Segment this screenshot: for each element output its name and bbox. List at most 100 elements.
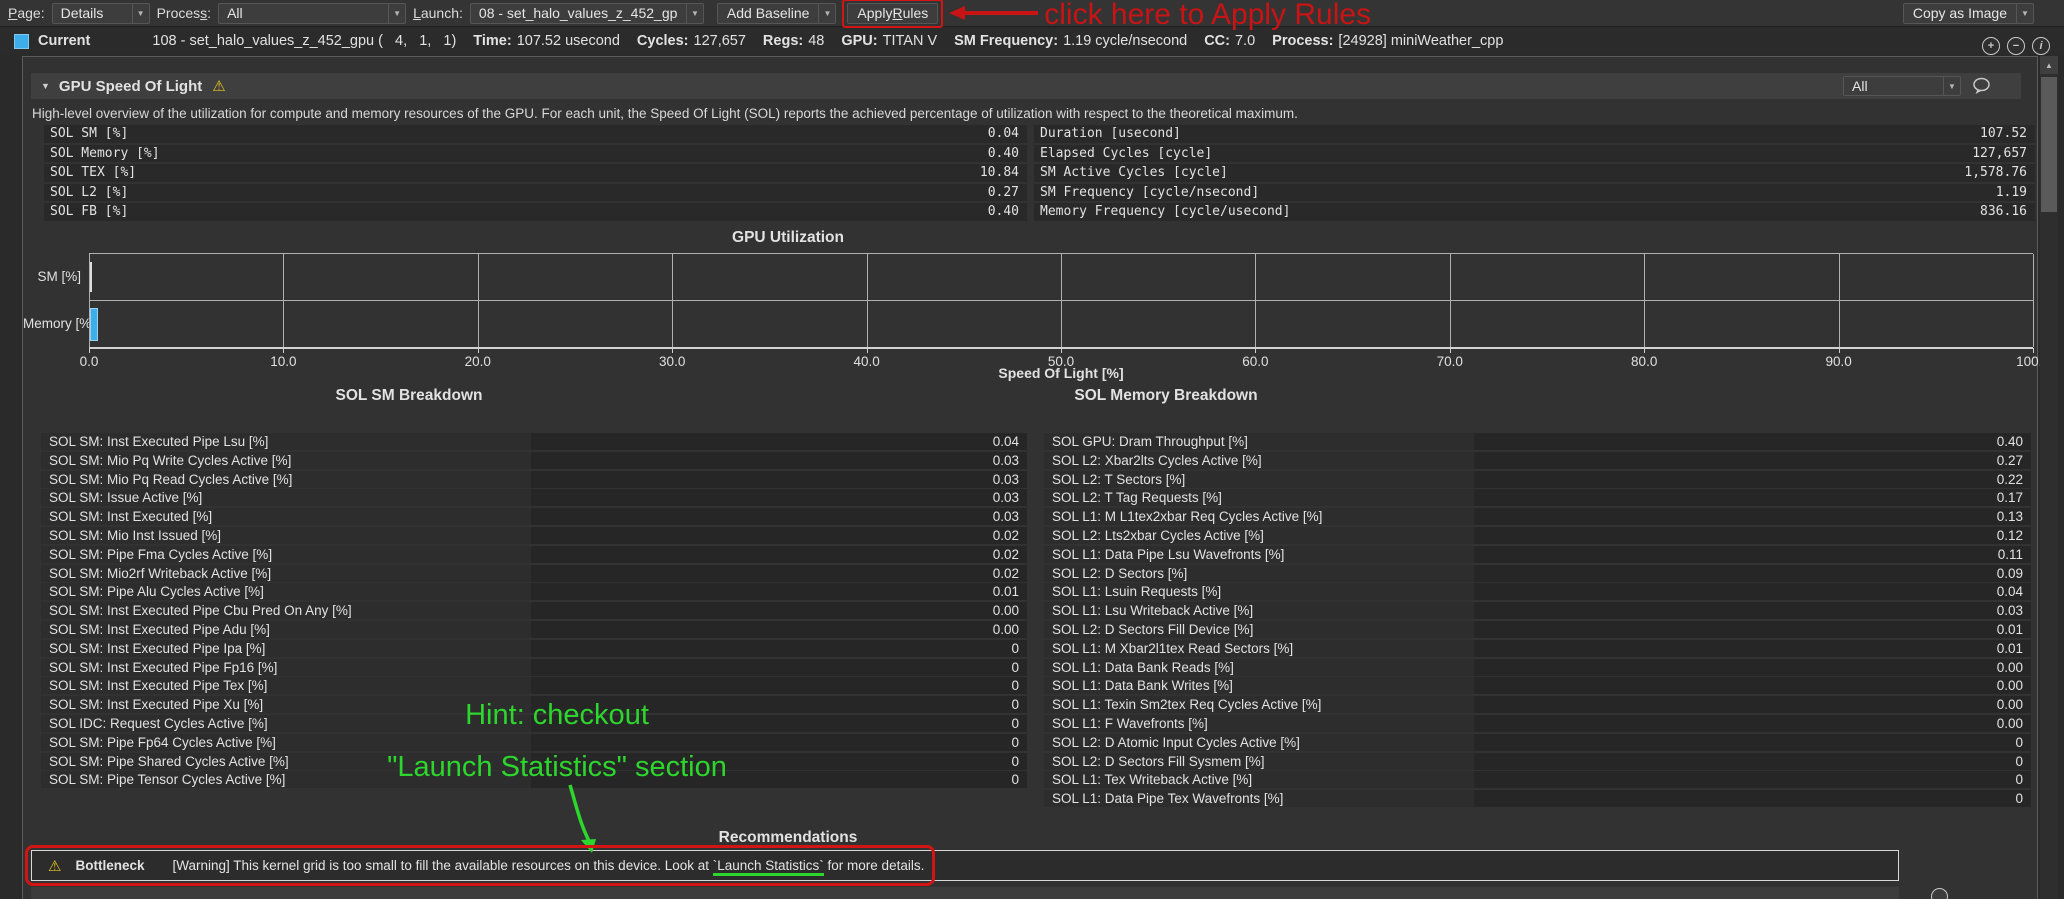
metric-label: Elapsed Cycles [cycle] — [1040, 145, 1213, 161]
metric-value: 0 — [1474, 733, 2031, 751]
zoom-out-icon[interactable]: − — [2007, 37, 2025, 55]
warning-icon: ⚠ — [212, 78, 226, 95]
metric-value: 0 — [531, 771, 1027, 789]
sol-metrics-table-left: SOL SM [%] 0.04 SOL Memory [%] 0.40 SOL … — [44, 125, 1027, 223]
table-row: SOL SM: Inst Executed Pipe Xu [%] 0 — [41, 696, 1027, 714]
metric-value: 0.02 — [531, 564, 1027, 582]
scroll-up-arrow[interactable]: ▲ — [2040, 56, 2058, 74]
info-icon[interactable]: i — [2032, 37, 2050, 55]
page-label: Page: — [8, 5, 45, 21]
table-row: SOL SM: Inst Executed Pipe Adu [%] 0.00 — [41, 620, 1027, 638]
kernel-stat: Cycles: 127,657 — [636, 33, 746, 49]
table-row: SOL SM: Mio Inst Issued [%] 0.02 — [41, 526, 1027, 544]
details-panel: ▼ GPU Speed Of Light ⚠ All ▼ High-level … — [22, 56, 2050, 899]
metric-label: SOL SM: Pipe Tensor Cycles Active [%] — [41, 771, 531, 789]
metric-label: SOL SM: Inst Executed Pipe Tex [%] — [41, 677, 531, 695]
table-row: SOL SM: Inst Executed Pipe Cbu Pred On A… — [41, 602, 1027, 620]
table-row: SOL GPU: Dram Throughput [%] 0.40 — [1044, 433, 2031, 450]
scrollbar-thumb[interactable] — [2041, 77, 2057, 212]
chart-title: GPU Utilization — [732, 229, 844, 246]
add-baseline-button[interactable]: Add Baseline ▼ — [716, 2, 837, 24]
axis-tick-mark — [283, 348, 285, 353]
axis-tick-mark — [1449, 348, 1451, 353]
metric-label: SOL SM: Mio Pq Write Cycles Active [%] — [41, 451, 531, 469]
metric-value: 0.03 — [531, 508, 1027, 526]
axis-tick-mark — [1061, 348, 1062, 353]
metric-label: SOL L1: Data Bank Reads [%] — [1044, 658, 1474, 676]
metric-label: SOL L1: Tex Writeback Active [%] — [1044, 771, 1474, 789]
table-row: SOL SM: Pipe Alu Cycles Active [%] 0.01 — [41, 583, 1027, 601]
metric-label: SOL L1: M Xbar2l1tex Read Sectors [%] — [1044, 639, 1474, 657]
gpu-utilization-chart — [89, 253, 2034, 349]
sol-metrics-table-right: Duration [usecond] 107.52 Elapsed Cycles… — [1034, 125, 2035, 223]
axis-tick-label: 30.0 — [659, 354, 686, 369]
kernel-stats: Time: 107.52 usecond Cycles: 127,657 Regs:… — [456, 33, 1503, 49]
metric-value: 0.04 — [531, 433, 1027, 450]
axis-tick-label: 40.0 — [853, 354, 880, 369]
table-row: SOL SM: Inst Executed Pipe Lsu [%] 0.04 — [41, 433, 1027, 450]
axis-tick-mark — [866, 348, 868, 353]
metric-value: 0.27 — [1474, 451, 2031, 469]
table-row: SOL SM: Inst Executed Pipe Fp16 [%] 0 — [41, 658, 1027, 676]
table-row: SOL L2: D Sectors Fill Device [%] 0.01 — [1044, 620, 2031, 638]
copy-as-image-button[interactable]: Copy as Image ▼ — [1902, 2, 2034, 24]
zoom-in-icon[interactable]: + — [1982, 37, 2000, 55]
bottleneck-warning-box: ⚠ Bottleneck [Warning] This kernel grid … — [31, 850, 1899, 881]
metric-label: SOL L1: Lsu Writeback Active [%] — [1044, 602, 1474, 620]
metric-value: 1.19 — [1995, 184, 2027, 200]
metric-label: SOL SM: Inst Executed Pipe Fp16 [%] — [41, 658, 531, 676]
table-row: SOL L2: T Sectors [%] 0.22 — [1044, 470, 2031, 488]
table-row: SOL L2: D Atomic Input Cycles Active [%]… — [1044, 733, 2031, 751]
process-label: Process: — [156, 5, 212, 21]
comment-bubble-icon[interactable] — [1931, 888, 1948, 899]
metric-label: SOL SM: Issue Active [%] — [41, 489, 531, 507]
metric-label: SOL Memory [%] — [50, 145, 160, 161]
table-row: SOL FB [%] 0.40 — [44, 203, 1027, 221]
table-row: SOL L1: Data Pipe Lsu Wavefronts [%] 0.1… — [1044, 545, 2031, 563]
metric-label: Memory Frequency [cycle/usecond] — [1040, 204, 1291, 220]
table-row: SOL L1: Tex Writeback Active [%] 0 — [1044, 771, 2031, 789]
axis-tick-label: 60.0 — [1242, 354, 1269, 369]
comment-bubble-icon[interactable] — [1971, 77, 1993, 95]
launch-select[interactable]: 08 - set_halo_values_z_452_gpu ▼ — [469, 2, 704, 24]
page-select[interactable]: Details ▼ — [51, 2, 150, 24]
kernel-stat: CC: 7.0 — [1204, 33, 1256, 49]
kernel-name: 108 - set_halo_values_z_452_gpu ( 4, 1, … — [152, 33, 457, 49]
metric-value: 0.12 — [1474, 526, 2031, 544]
table-row: SM Active Cycles [cycle] 1,578.76 — [1034, 164, 2035, 182]
kernel-stat: Time: 107.52 usecond — [473, 33, 620, 49]
vertical-scrollbar[interactable]: ▲ — [2040, 56, 2058, 899]
chart-category-label: SM [%] — [37, 269, 81, 284]
metric-label: SOL L2: Lts2xbar Cycles Active [%] — [1044, 526, 1474, 544]
process-select[interactable]: All ▼ — [218, 2, 407, 24]
launch-statistics-link[interactable]: `Launch Statistics` — [712, 858, 824, 876]
chevron-down-icon: ▼ — [131, 3, 149, 23]
axis-tick-label: 70.0 — [1436, 354, 1463, 369]
current-color-swatch — [14, 33, 29, 49]
metric-label: Duration [usecond] — [1040, 126, 1181, 142]
metric-value: 0.40 — [987, 145, 1019, 161]
table-row: SOL L1: Data Bank Reads [%] 0.00 — [1044, 658, 2031, 676]
table-row: SOL SM: Pipe Fma Cycles Active [%] 0.02 — [41, 545, 1027, 563]
chart-x-axis-label: Speed Of Light [%] — [998, 365, 1124, 381]
metric-value: 0.04 — [1474, 583, 2031, 601]
axis-tick-label: 10.0 — [270, 354, 297, 369]
metric-label: SOL SM: Inst Executed [%] — [41, 508, 531, 526]
memory-utilization-bar — [90, 308, 98, 341]
metric-value: 10.84 — [979, 165, 1019, 181]
metric-value: 0.03 — [531, 451, 1027, 469]
metric-value: 0.40 — [987, 204, 1019, 220]
metric-value: 0 — [531, 714, 1027, 732]
table-row: SOL L2: D Sectors [%] 0.09 — [1044, 564, 2031, 582]
metric-label: SOL L1: Data Pipe Lsu Wavefronts [%] — [1044, 545, 1474, 563]
metric-value: 0.09 — [1474, 564, 2031, 582]
section-header-gpu-speed-of-light[interactable]: ▼ GPU Speed Of Light ⚠ All ▼ — [31, 73, 2021, 99]
table-row: Elapsed Cycles [cycle] 127,657 — [1034, 144, 2035, 162]
metric-filter-select[interactable]: All ▼ — [1843, 76, 1961, 96]
next-section-bar-partial[interactable] — [31, 887, 1899, 899]
metric-label: SOL SM: Inst Executed Pipe Adu [%] — [41, 620, 531, 638]
metric-value: 836.16 — [1980, 204, 2027, 220]
collapse-triangle-icon[interactable]: ▼ — [41, 81, 50, 91]
